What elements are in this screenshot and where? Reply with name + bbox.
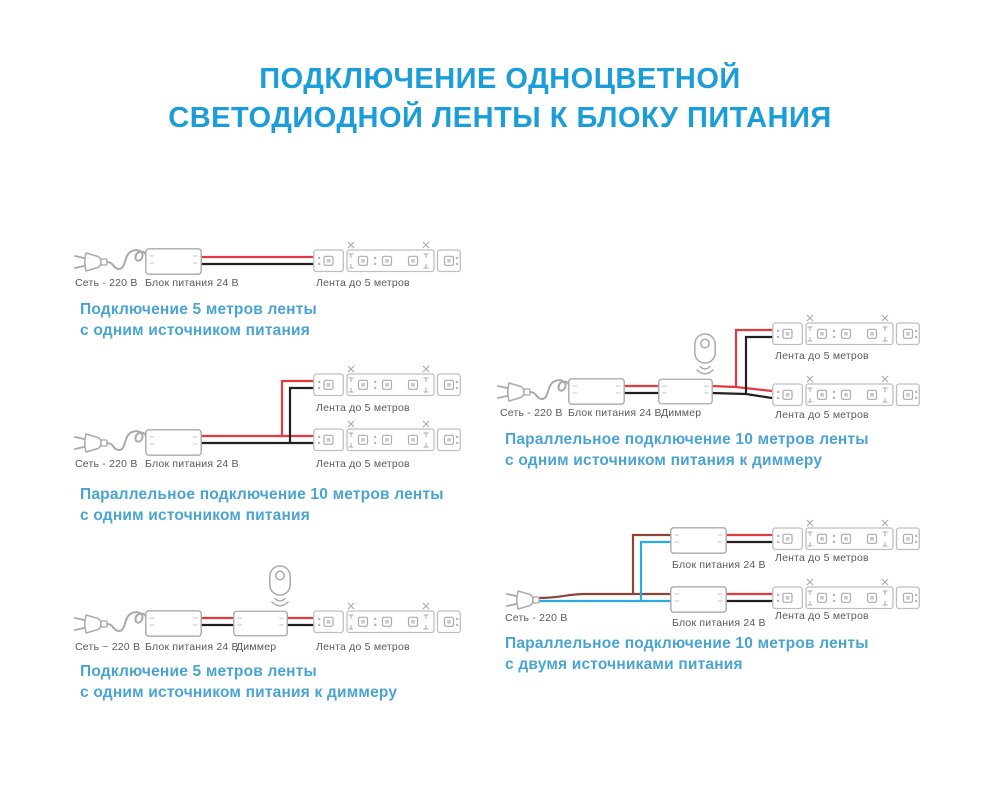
psu-box	[145, 429, 202, 456]
mains-label: Сеть - 220 В	[75, 277, 138, 289]
remote-control-icon	[694, 333, 716, 375]
strip-label: Лента до 5 метров	[316, 277, 410, 289]
caption-line1: Параллельное подключение 10 метров ленты	[505, 431, 869, 448]
strip-label-bottom: Лента до 5 метров	[316, 458, 410, 470]
led-strip-bottom	[772, 375, 920, 407]
psu-box-top	[670, 527, 727, 554]
led-strip-bottom	[772, 578, 920, 610]
psu-label: Блок питания 24 В	[145, 458, 239, 470]
strip-label-bottom: Лента до 5 метров	[775, 610, 869, 622]
mains-plug-icon	[74, 430, 148, 453]
diagram-single-5m-dimmer	[74, 565, 461, 637]
dimmer-box	[658, 378, 713, 405]
led-strip	[313, 602, 461, 634]
caption-line1: Параллельное подключение 10 метров ленты	[505, 635, 869, 652]
diagram-caption: Подключение 5 метров ленты с одним источ…	[80, 299, 317, 341]
page-title-line2: СВЕТОДИОДНОЙ ЛЕНТЫ К БЛОКУ ПИТАНИЯ	[168, 102, 832, 134]
led-strip-top	[772, 314, 920, 346]
diagram-parallel-10m-one-psu	[74, 365, 461, 456]
dimmer-box	[233, 610, 288, 637]
mains-plug-icon	[497, 379, 571, 402]
diagram-caption: Параллельное подключение 10 метров ленты…	[505, 633, 869, 675]
psu-box	[145, 610, 202, 637]
strip-label-top: Лента до 5 метров	[775, 552, 869, 564]
psu-label: Блок питания 24 В	[145, 277, 239, 289]
wire-red	[725, 533, 775, 596]
mains-label: Сеть - 220 В	[75, 458, 138, 470]
psu-box	[145, 248, 202, 275]
caption-line2: с одним источником питания	[80, 507, 311, 524]
mains-label: Сеть - 220 В	[505, 612, 568, 624]
led-strip-top	[313, 365, 461, 397]
psu-label: Блок питания 24 В	[145, 641, 239, 653]
wire-red	[200, 379, 315, 438]
wire-brown	[538, 533, 672, 600]
mains-plug-icon	[74, 249, 148, 272]
dimmer-label: Диммер	[661, 407, 702, 419]
caption-line2: с одним источником питания к диммеру	[505, 452, 823, 469]
dimmer-label: Диммер	[236, 641, 277, 653]
wire-blue	[539, 540, 672, 603]
led-strip	[313, 241, 461, 273]
page-title: ПОДКЛЮЧЕНИЕ ОДНОЦВЕТНОЙ СВЕТОДИОДНОЙ ЛЕН…	[0, 60, 1000, 138]
caption-line1: Подключение 5 метров ленты	[80, 663, 317, 680]
strip-label-top: Лента до 5 метров	[316, 402, 410, 414]
wire-black-branch	[710, 335, 774, 400]
caption-line2: с одним источником питания к диммеру	[80, 684, 398, 701]
strip-label: Лента до 5 метров	[316, 641, 410, 653]
diagram-caption: Параллельное подключение 10 метров ленты…	[505, 429, 869, 471]
strip-label-bottom: Лента до 5 метров	[775, 409, 869, 421]
led-strip-bottom	[313, 420, 461, 452]
strip-label-top: Лента до 5 метров	[775, 350, 869, 362]
mains-label: Сеть ~ 220 В	[75, 641, 141, 653]
mains-label: Сеть - 220 В	[500, 407, 563, 419]
caption-line1: Параллельное подключение 10 метров ленты	[80, 486, 444, 503]
diagram-single-5m	[74, 241, 461, 275]
psu-label-top: Блок питания 24 В	[672, 559, 766, 571]
wire-black	[200, 386, 315, 445]
diagram-parallel-10m-two-psu	[506, 519, 920, 613]
remote-control-icon	[269, 565, 291, 607]
caption-line2: с одним источником питания	[80, 322, 311, 339]
psu-label: Блок питания 24 В	[568, 407, 662, 419]
caption-line1: Подключение 5 метров ленты	[80, 301, 317, 318]
psu-box	[568, 378, 625, 405]
page-title-line1: ПОДКЛЮЧЕНИЕ ОДНОЦВЕТНОЙ	[259, 63, 741, 95]
mains-plug-icon	[506, 590, 540, 610]
psu-label-bottom: Блок питания 24 В	[672, 617, 766, 629]
psu-box-bottom	[670, 586, 727, 613]
caption-line2: с двумя источниками питания	[505, 656, 743, 673]
wire-black	[725, 540, 775, 603]
diagram-parallel-10m-dimmer	[497, 314, 920, 407]
diagram-caption: Параллельное подключение 10 метров ленты…	[80, 484, 444, 526]
led-strip-top	[772, 519, 920, 551]
diagram-caption: Подключение 5 метров ленты с одним источ…	[80, 661, 397, 703]
wire-red-branch	[710, 328, 774, 393]
mains-plug-icon	[74, 611, 148, 634]
